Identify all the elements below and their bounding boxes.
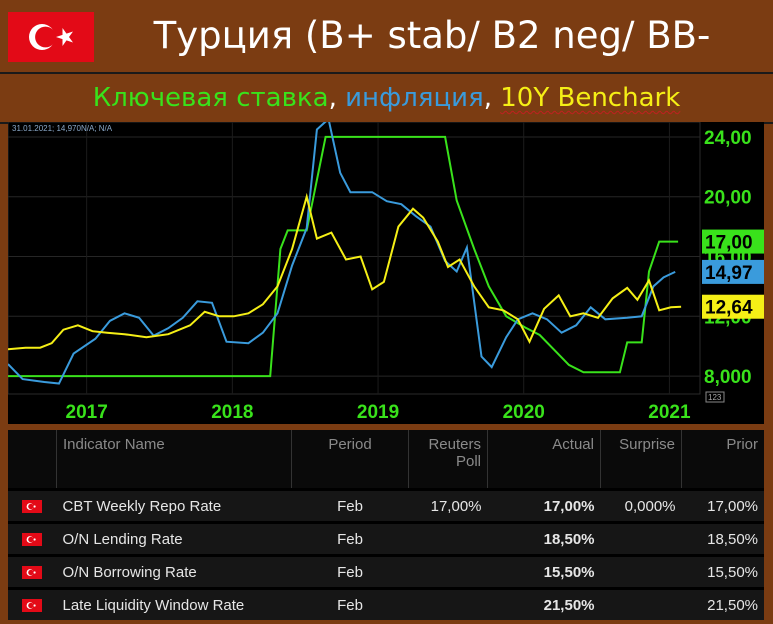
flag-cell <box>8 488 57 523</box>
surprise-cell <box>600 554 682 589</box>
indicator-table: Indicator Name Period Reuters Poll Actua… <box>8 430 764 620</box>
actual-cell: 21,50% <box>487 587 601 620</box>
column-header-actual[interactable]: Actual <box>487 430 601 490</box>
x-tick-label: 2020 <box>503 402 545 423</box>
prior-cell: 18,50% <box>681 521 764 556</box>
indicator-name: O/N Borrowing Rate <box>56 554 292 589</box>
column-header-indicator[interactable]: Indicator Name <box>56 430 292 490</box>
chart-svg: 24,0020,0016,0012,008,000201720182019202… <box>8 122 764 423</box>
poll-cell <box>408 587 488 620</box>
subtitle-bar: Ключевая ставка, инфляция, 10Y Benchark <box>0 74 773 124</box>
prior-cell: 15,50% <box>681 554 764 589</box>
last-value-label: 17,00 <box>705 233 753 254</box>
table-row[interactable]: Late Liquidity Window Rate Feb 21,50% 21… <box>8 587 764 620</box>
last-value-label: 12,64 <box>705 298 753 319</box>
last-value-box <box>702 259 764 284</box>
poll-cell: 17,00% <box>408 488 488 523</box>
turkey-flag-icon <box>22 599 43 613</box>
header: Турция (B+ stab/ B2 neg/ BB- neg) <box>0 0 773 113</box>
actual-cell: 15,50% <box>487 554 601 589</box>
subtitle-separator: , <box>328 83 346 113</box>
scale-badge: 123 <box>708 393 722 402</box>
turkey-flag-icon <box>22 566 43 580</box>
column-header-period[interactable]: Period <box>291 430 409 490</box>
table-row[interactable]: O/N Lending Rate Feb 18,50% 18,50% <box>8 521 764 556</box>
actual-cell: 18,50% <box>487 521 601 556</box>
last-value-box <box>702 294 764 319</box>
period-cell: Feb <box>291 521 409 556</box>
last-value-label: 14,97 <box>705 263 753 284</box>
indicator-name: Late Liquidity Window Rate <box>56 587 292 620</box>
flag-column-header <box>8 430 57 490</box>
x-tick-label: 2018 <box>211 402 253 423</box>
surprise-cell <box>600 587 682 620</box>
subtitle-separator: , <box>483 83 501 113</box>
column-header-prior[interactable]: Prior <box>681 430 764 490</box>
y-tick-label: 20,00 <box>704 188 752 209</box>
subtitle-policy-rate: Ключевая ставка <box>92 83 329 113</box>
turkey-flag-icon <box>22 533 43 547</box>
poll-cell <box>408 554 488 589</box>
period-cell: Feb <box>291 488 409 523</box>
column-header-poll[interactable]: Reuters Poll <box>408 430 488 490</box>
table-row[interactable]: CBT Weekly Repo Rate Feb 17,00% 17,00% 0… <box>8 488 764 523</box>
page-title: Турция (B+ stab/ B2 neg/ BB- neg) <box>153 14 711 113</box>
indicator-name: O/N Lending Rate <box>56 521 292 556</box>
flag-cell <box>8 554 57 589</box>
series-line-1 <box>8 122 676 385</box>
x-tick-label: 2021 <box>648 402 691 423</box>
poll-cell <box>408 521 488 556</box>
prior-cell: 21,50% <box>681 587 764 620</box>
scale-badge-box <box>705 391 725 403</box>
turkey-flag-icon <box>8 12 94 62</box>
last-value-box <box>702 229 764 254</box>
chart-info-label: 31.01.2021; 14,970N/A; N/A <box>12 124 113 133</box>
y-tick-label: 8,000 <box>704 367 752 388</box>
period-cell: Feb <box>291 554 409 589</box>
x-tick-label: 2017 <box>66 402 108 423</box>
x-tick-label: 2019 <box>357 402 399 423</box>
y-tick-label: 24,00 <box>704 128 752 149</box>
column-header-period-label: Period <box>328 436 372 453</box>
chart-subtitle: Ключевая ставка, инфляция, 10Y Benchark <box>0 74 773 122</box>
line-chart[interactable]: 24,0020,0016,0012,008,000201720182019202… <box>8 122 764 424</box>
subtitle-inflation: инфляция <box>345 83 484 113</box>
series-line-0 <box>8 135 679 378</box>
prior-cell: 17,00% <box>681 488 764 523</box>
column-header-poll-line1: Reuters <box>428 436 481 453</box>
flag-cell <box>8 521 57 556</box>
period-cell: Feb <box>291 587 409 620</box>
column-header-poll-line2: Poll <box>455 453 481 470</box>
turkey-flag-icon <box>22 500 43 514</box>
table-row[interactable]: O/N Borrowing Rate Feb 15,50% 15,50% <box>8 554 764 589</box>
surprise-cell: 0,000% <box>600 488 682 523</box>
flag-cell <box>8 587 57 620</box>
column-header-surprise[interactable]: Surprise <box>600 430 682 490</box>
surprise-cell <box>600 521 682 556</box>
subtitle-bond: 10Y Benchark <box>500 83 681 113</box>
series-line-2 <box>8 192 682 351</box>
indicator-name: CBT Weekly Repo Rate <box>56 488 292 523</box>
actual-cell: 17,00% <box>487 488 601 523</box>
